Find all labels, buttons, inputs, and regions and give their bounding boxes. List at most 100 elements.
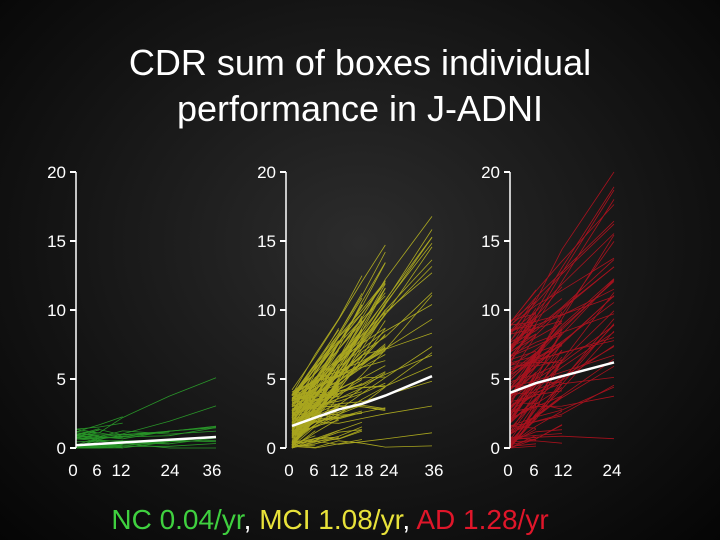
individual-line <box>291 426 316 434</box>
individual-line <box>291 405 433 426</box>
individual-line <box>509 384 615 434</box>
individual-line <box>509 386 615 427</box>
individual-line <box>509 361 563 364</box>
individual-line <box>291 292 433 411</box>
individual-line <box>291 439 363 449</box>
individual-line <box>291 346 433 441</box>
individual-line <box>509 286 563 348</box>
individual-line <box>291 320 386 446</box>
individual-line <box>291 280 386 396</box>
individual-line <box>291 379 316 408</box>
individual-line <box>509 359 563 367</box>
individual-line <box>291 393 339 398</box>
y-tick-label: 20 <box>47 163 66 182</box>
y-tick-label: 0 <box>267 439 276 458</box>
x-tick-label: 24 <box>380 461 399 480</box>
y-tick-label: 0 <box>57 439 66 458</box>
rate-ad: AD 1.28/yr <box>416 504 549 535</box>
individual-line <box>509 415 563 427</box>
y-tick-label: 5 <box>491 370 500 389</box>
individual-line <box>291 404 386 420</box>
individual-line <box>509 445 537 449</box>
individual-line <box>509 318 537 350</box>
individual-line <box>509 395 537 403</box>
individual-line <box>291 243 433 423</box>
individual-line <box>291 280 386 396</box>
x-tick-label: 12 <box>554 461 573 480</box>
individual-line <box>509 440 563 444</box>
title-line-2: performance in J-ADNI <box>176 88 544 129</box>
individual-line <box>509 280 615 367</box>
individual-line <box>509 404 537 421</box>
x-tick-label: 18 <box>355 461 374 480</box>
individual-line <box>291 382 386 415</box>
x-tick-label: 24 <box>161 461 180 480</box>
x-tick-label: 36 <box>203 461 222 480</box>
mean-line <box>509 361 615 394</box>
individual-line <box>75 416 123 433</box>
title-line-1: CDR sum of boxes individual <box>128 42 592 83</box>
x-tick-label: 6 <box>92 461 101 480</box>
mean-line <box>291 375 433 428</box>
rate-separator-1: , <box>243 504 260 535</box>
individual-line <box>509 402 563 410</box>
individual-line <box>509 307 537 348</box>
individual-line <box>291 413 339 421</box>
y-tick-label: 10 <box>47 301 66 320</box>
individual-line <box>509 344 563 371</box>
individual-line <box>509 257 615 326</box>
individual-line <box>291 432 433 445</box>
individual-line <box>509 345 615 408</box>
individual-line <box>291 426 363 449</box>
individual-line <box>291 418 339 449</box>
individual-line <box>75 438 217 443</box>
mean-line <box>75 435 217 447</box>
y-tick-label: 20 <box>481 163 500 182</box>
x-tick-label: 6 <box>309 461 318 480</box>
y-tick-label: 10 <box>481 301 500 320</box>
individual-line <box>75 428 100 436</box>
y-tick-label: 0 <box>491 439 500 458</box>
individual-trajectories <box>509 171 615 449</box>
individual-line <box>509 358 615 434</box>
individual-line <box>291 282 386 405</box>
individual-line <box>509 296 615 333</box>
slide-title: CDR sum of boxes individual performance … <box>0 40 720 132</box>
y-tick-label: 5 <box>57 370 66 389</box>
individual-line <box>509 204 615 324</box>
x-tick-label: 0 <box>284 461 293 480</box>
individual-line <box>509 302 615 376</box>
individual-line <box>291 342 363 399</box>
individual-line <box>509 424 563 449</box>
x-tick-label: 24 <box>603 461 622 480</box>
individual-line <box>291 236 433 431</box>
individual-line <box>291 415 339 427</box>
individual-line <box>291 444 316 447</box>
rate-separator-2: , <box>402 504 417 535</box>
y-tick-label: 15 <box>47 232 66 251</box>
individual-line <box>509 354 615 388</box>
y-tick-label: 10 <box>257 301 276 320</box>
individual-line <box>509 355 537 404</box>
rate-nc: NC 0.04/yr <box>111 504 244 535</box>
x-tick-label: 12 <box>112 461 131 480</box>
individual-line <box>291 244 386 391</box>
individual-line <box>291 430 363 449</box>
individual-line <box>509 382 537 410</box>
y-tick-label: 15 <box>257 232 276 251</box>
x-tick-label: 0 <box>68 461 77 480</box>
individual-line <box>509 343 563 385</box>
individual-trajectories <box>291 216 433 449</box>
x-tick-label: 12 <box>330 461 349 480</box>
individual-line <box>75 431 170 440</box>
individual-line <box>509 266 615 346</box>
individual-line <box>291 272 433 401</box>
progression-rates: NC 0.04/yr, MCI 1.08/yr, AD 1.28/yr <box>0 500 660 540</box>
individual-line <box>291 293 363 399</box>
individual-line <box>291 251 386 414</box>
individual-line <box>509 186 615 353</box>
individual-line <box>509 266 615 361</box>
